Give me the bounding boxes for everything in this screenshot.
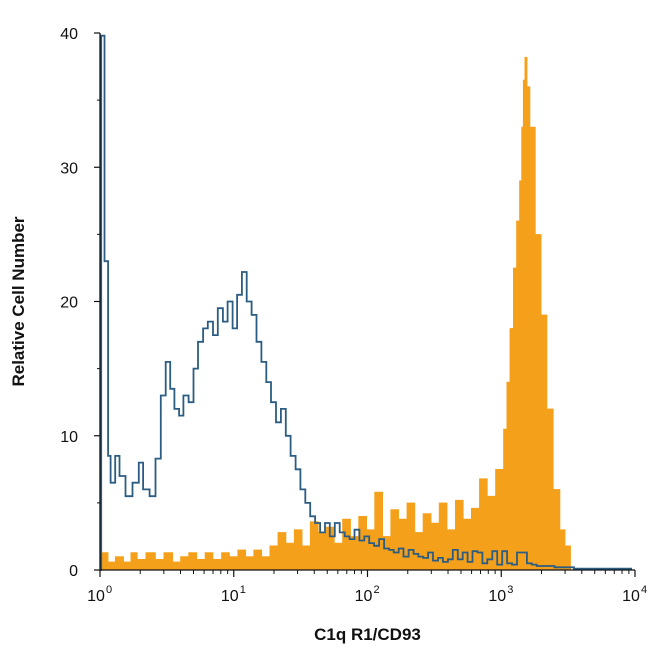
x-tick-label: 10	[488, 588, 506, 605]
y-tick-label: 10	[60, 429, 78, 446]
x-tick-exponent: 3	[507, 584, 513, 596]
x-tick-label: 10	[355, 588, 373, 605]
x-tick-label: 10	[221, 588, 239, 605]
y-tick-label: 20	[60, 295, 78, 312]
plot-area	[100, 34, 632, 571]
x-tick-label: 10	[87, 588, 105, 605]
histogram-series-2-outline	[100, 34, 632, 571]
x-tick-exponent: 1	[240, 584, 246, 596]
y-tick-label: 40	[60, 26, 78, 43]
x-tick-exponent: 2	[373, 584, 379, 596]
histogram-series-1-filled	[102, 56, 571, 571]
x-tick-exponent: 4	[641, 584, 647, 596]
y-axis-title: Relative Cell Number	[9, 216, 28, 386]
x-tick-label: 10	[622, 588, 640, 605]
y-tick-label: 30	[60, 160, 78, 177]
x-axis-title: C1q R1/CD93	[314, 625, 421, 644]
y-axis-ticks: 0 10 20 30 40	[60, 26, 100, 580]
x-tick-exponent: 0	[106, 584, 112, 596]
x-axis-ticks: 10 0 10 1 10 2 10 3 10 4	[87, 570, 647, 605]
y-tick-label: 0	[69, 563, 78, 580]
